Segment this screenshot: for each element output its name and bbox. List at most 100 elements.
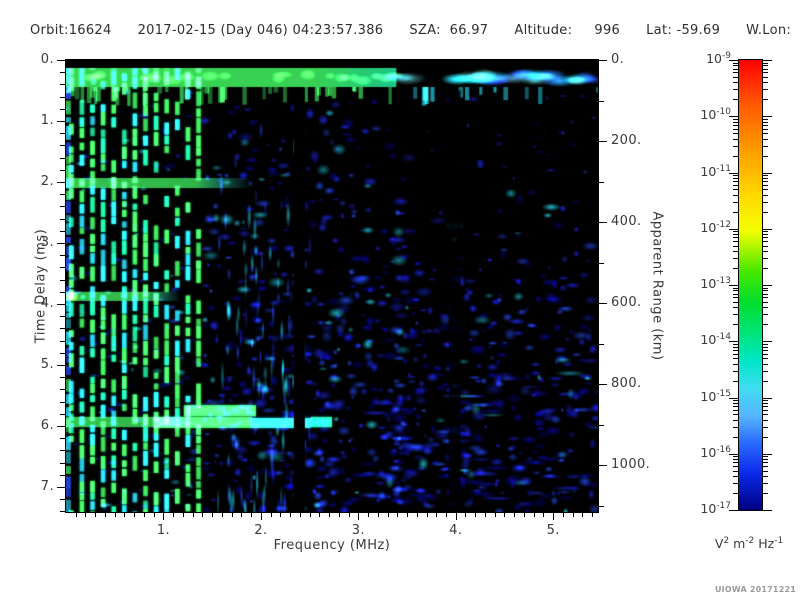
- y-minor-tick: [60, 438, 65, 440]
- colorbar-minor-tick: [733, 301, 738, 303]
- colorbar-minor-tick: [733, 237, 738, 239]
- colorbar-major-tick: [763, 228, 772, 230]
- range-minor-tick: [599, 343, 604, 345]
- range-major-tick: [599, 60, 607, 61]
- colorbar-units-part: 2: [723, 536, 730, 546]
- colorbar-major-tick: [763, 510, 772, 511]
- colorbar-units-part: Hz: [754, 536, 775, 552]
- x-minor-tick: [202, 513, 204, 517]
- colorbar-minor-tick: [763, 145, 768, 147]
- range-major-tick: [599, 384, 607, 385]
- y-minor-tick: [60, 499, 65, 501]
- colorbar-major-tick: [763, 285, 772, 286]
- x-minor-tick: [114, 513, 116, 517]
- colorbar-tick-label: 10-13: [700, 276, 731, 291]
- colorbar-minor-tick: [763, 380, 768, 382]
- x-minor-tick: [251, 513, 253, 517]
- x-minor-tick: [241, 513, 243, 517]
- colorbar-minor-tick: [763, 476, 768, 478]
- colorbar-minor-tick: [763, 301, 768, 303]
- x-minor-tick: [348, 513, 350, 517]
- colorbar-major-tick: [729, 228, 738, 230]
- colorbar-label-base: 10: [700, 276, 717, 292]
- colorbar-minor-tick: [763, 155, 768, 157]
- colorbar-minor-tick: [733, 184, 738, 186]
- colorbar-minor-tick: [733, 138, 738, 140]
- header-latitude: Lat: -59.69: [646, 23, 721, 38]
- colorbar-minor-tick: [763, 121, 768, 123]
- x-minor-tick: [221, 513, 223, 517]
- y-minor-tick: [60, 194, 65, 196]
- colorbar-minor-tick: [763, 436, 768, 438]
- colorbar-label-exponent: -17: [716, 501, 731, 511]
- x-minor-tick: [446, 513, 447, 517]
- colorbar-minor-tick: [733, 483, 738, 485]
- range-axis-tick-label: 400.: [611, 214, 642, 229]
- range-minor-tick: [599, 505, 604, 507]
- colorbar-minor-tick: [763, 370, 768, 372]
- colorbar-major-tick: [729, 285, 738, 286]
- colorbar-minor-tick: [733, 419, 738, 421]
- x-minor-tick: [436, 513, 438, 517]
- y-axis-tick-label: 3.: [40, 234, 54, 250]
- colorbar-minor-tick: [733, 72, 738, 74]
- x-minor-tick: [533, 513, 535, 517]
- range-minor-tick: [599, 100, 604, 102]
- colorbar-minor-tick: [733, 231, 738, 233]
- y-minor-tick: [60, 108, 65, 110]
- colorbar-minor-tick: [763, 184, 768, 186]
- y-minor-tick: [60, 218, 65, 220]
- colorbar-minor-tick: [763, 426, 768, 428]
- colorbar-minor-tick: [733, 456, 738, 458]
- x-minor-tick: [523, 513, 525, 517]
- colorbar-tick-label: 10-11: [700, 164, 731, 179]
- y-minor-tick: [60, 462, 65, 464]
- colorbar-minor-tick: [763, 268, 768, 270]
- colorbar-minor-tick: [763, 314, 768, 316]
- x-minor-tick: [309, 513, 311, 517]
- colorbar-minor-tick: [733, 409, 738, 411]
- colorbar-minor-tick: [733, 124, 738, 126]
- colorbar-units-part: m: [729, 536, 746, 552]
- colorbar-minor-tick: [733, 476, 738, 478]
- colorbar-minor-tick: [763, 201, 768, 203]
- colorbar-minor-tick: [733, 462, 738, 464]
- colorbar-minor-tick: [763, 462, 768, 464]
- colorbar-minor-tick: [763, 402, 768, 404]
- colorbar-label-exponent: -10: [716, 107, 731, 118]
- range-axis-tick-label: 600.: [611, 295, 642, 310]
- colorbar-minor-tick: [763, 419, 768, 421]
- x-minor-tick: [192, 513, 194, 517]
- colorbar-minor-tick: [733, 293, 738, 295]
- header-info: Orbit:16624 2017-02-15 (Day 046) 04:23:5…: [30, 23, 800, 38]
- x-major-tick: [455, 513, 457, 520]
- x-minor-tick: [397, 513, 399, 517]
- x-minor-tick: [319, 513, 321, 517]
- colorbar-minor-tick: [733, 402, 738, 404]
- colorbar-label-base: 10: [700, 388, 717, 404]
- plot-frame: [65, 59, 599, 513]
- x-major-tick: [163, 513, 165, 520]
- colorbar-minor-tick: [763, 237, 768, 239]
- y-minor-tick: [60, 291, 65, 293]
- y-major-tick: [57, 120, 65, 122]
- x-minor-tick: [377, 513, 379, 517]
- colorbar-tick-label: 10-14: [700, 332, 731, 347]
- x-minor-tick: [299, 513, 301, 517]
- range-axis-tick-label: 200.: [611, 133, 642, 148]
- colorbar-label-base: 10: [700, 444, 717, 460]
- x-minor-tick: [592, 513, 594, 517]
- colorbar-minor-tick: [733, 287, 738, 289]
- y-minor-tick: [60, 230, 65, 232]
- colorbar-minor-tick: [763, 466, 768, 468]
- y-minor-tick: [60, 352, 65, 354]
- x-minor-tick: [134, 513, 136, 517]
- y-major-tick: [57, 364, 65, 366]
- colorbar-minor-tick: [763, 470, 768, 472]
- colorbar-minor-tick: [763, 124, 768, 126]
- colorbar-minor-tick: [763, 353, 768, 355]
- colorbar-minor-tick: [733, 181, 738, 183]
- colorbar-minor-tick: [733, 297, 738, 299]
- x-minor-tick: [514, 513, 516, 517]
